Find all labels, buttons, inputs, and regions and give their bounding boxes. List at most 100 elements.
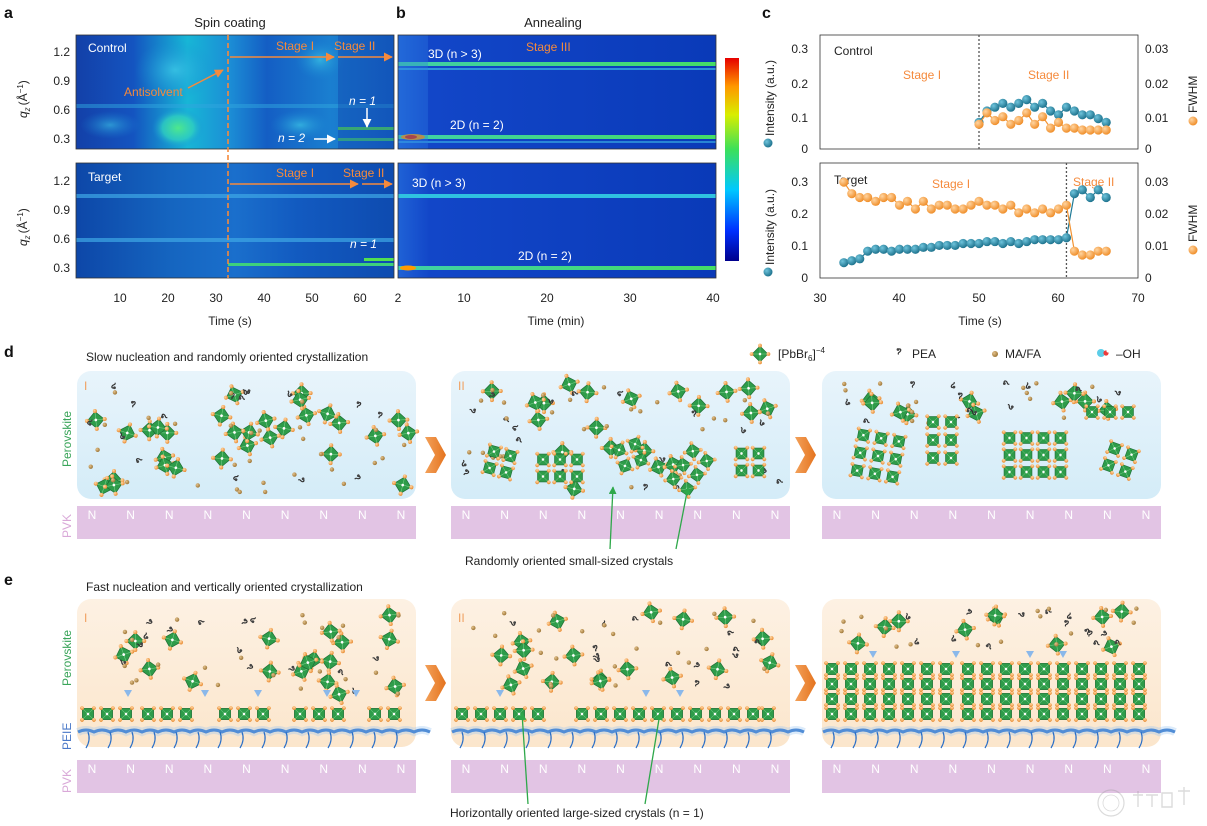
pvk-side-label: PVK [60, 769, 74, 793]
diffusion-arrow-icon [124, 690, 132, 697]
mafa-ion [155, 662, 161, 667]
mafa-ion [373, 427, 379, 433]
ytick: 0.9 [53, 203, 70, 217]
peie-chain [129, 731, 134, 749]
stage-3-box [822, 371, 1161, 499]
intensity-marker-icon [763, 267, 773, 277]
mafa-ion [134, 678, 139, 683]
substrate-n-label: N [833, 508, 842, 522]
fwhm-point [1077, 125, 1087, 135]
mafa-ion [610, 631, 616, 637]
intensity-point [1014, 238, 1024, 249]
substrate-n-label: N [462, 508, 471, 522]
intensity-point [1030, 235, 1040, 245]
intensity-point [958, 238, 968, 249]
substrate-n-label: N [204, 762, 213, 776]
intensity-point [1077, 110, 1087, 120]
mafa-ion [841, 619, 846, 624]
mafa-ion [638, 409, 643, 414]
mafa-ion [704, 646, 709, 652]
fwhm-point [886, 192, 897, 203]
plot-target-frame [819, 162, 1139, 279]
panel-a-ylabel-bottom: qz(Å−1) [15, 208, 32, 246]
legend-pbbr6: [PbBr6]−4 [778, 346, 825, 363]
mafa-ion [297, 425, 303, 430]
process-arrow-icon [425, 437, 446, 473]
xtick: 70 [1131, 291, 1145, 305]
mafa-ion [298, 686, 304, 691]
fwhm-point [1022, 108, 1032, 118]
intensity-point [982, 236, 992, 247]
mafa-ion [336, 635, 341, 640]
mafa-ion [302, 620, 307, 625]
pvk-side-label: PVK [60, 514, 74, 538]
mafa-ion [877, 381, 883, 386]
mafa-ion [471, 625, 476, 631]
plot-target-marks [839, 177, 1111, 268]
diffusion-arrow-icon [1026, 651, 1034, 658]
peie-chain [393, 731, 398, 749]
xtick: 10 [113, 291, 127, 305]
peie-chain [503, 731, 508, 749]
panel-a-yticks-top: 1.2 0.9 0.6 0.3 [53, 45, 70, 146]
fwhm-point [1101, 246, 1111, 256]
fwhm-point [1093, 246, 1103, 256]
intensity-point [1014, 98, 1024, 108]
peie-chain [85, 731, 90, 749]
fwhm-point [902, 196, 913, 206]
substrate-n-label: N [1026, 508, 1035, 522]
panel-d-letter: d [4, 344, 14, 361]
fwhm-point [950, 204, 960, 214]
ytick: 0.3 [53, 132, 70, 146]
peie-chain [745, 731, 750, 749]
fwhm-point [974, 119, 984, 129]
mafa-ion [319, 625, 325, 631]
stage-1-roman: I [84, 611, 87, 625]
intensity-point [902, 244, 913, 254]
intensity-point [934, 240, 944, 251]
mafa-ion [124, 479, 130, 485]
panel-c-xticks: 30 40 50 60 70 [813, 291, 1145, 305]
diffusion-arrow-icon [869, 651, 877, 658]
mafa-ion [146, 415, 151, 421]
mafa-ion [538, 650, 544, 655]
stage-1-crystals [83, 380, 422, 501]
intensity-point [1006, 236, 1016, 247]
pbbr6-legend-icon [749, 343, 771, 365]
fwhm-point [958, 204, 968, 214]
mafa-ion [110, 477, 116, 483]
peie-chain [261, 731, 266, 749]
substrate-n-label: N [949, 508, 958, 522]
heatmap-control [76, 35, 394, 149]
xtick: 60 [1051, 291, 1065, 305]
stage-1-label: Stage I [932, 177, 970, 191]
mafa-ion [504, 416, 509, 421]
peie-chain [940, 731, 945, 749]
peie-chain [1138, 731, 1143, 749]
mafa-ion [628, 407, 634, 412]
peie-chain [525, 731, 530, 749]
intensity-point [926, 242, 936, 252]
substrate-n-label: N [539, 762, 548, 776]
peie-chain [679, 731, 684, 749]
mafa-ion [195, 483, 200, 488]
peie-glow [821, 726, 1177, 737]
mafa-ion [228, 390, 234, 396]
target-label: Target [88, 170, 122, 184]
mafa-legend-icon [992, 351, 998, 357]
pvk-substrate [451, 506, 790, 539]
substrate-n-label: N [1142, 508, 1151, 522]
substrate-n-label: N [732, 508, 741, 522]
mafa-ion [1068, 631, 1074, 636]
fwhm-point [1022, 204, 1032, 214]
fwhm-point [966, 200, 976, 210]
fwhm-point [942, 200, 952, 210]
xtick: 30 [209, 291, 223, 305]
panel-e-caption: Horizontally oriented large-sized crysta… [450, 806, 704, 820]
intensity-point [855, 254, 865, 264]
ytick: 0 [801, 142, 808, 156]
mafa-ion [215, 682, 221, 688]
mafa-ion [909, 418, 915, 424]
peie-chain [371, 731, 376, 749]
substrate-n-label: N [358, 762, 367, 776]
